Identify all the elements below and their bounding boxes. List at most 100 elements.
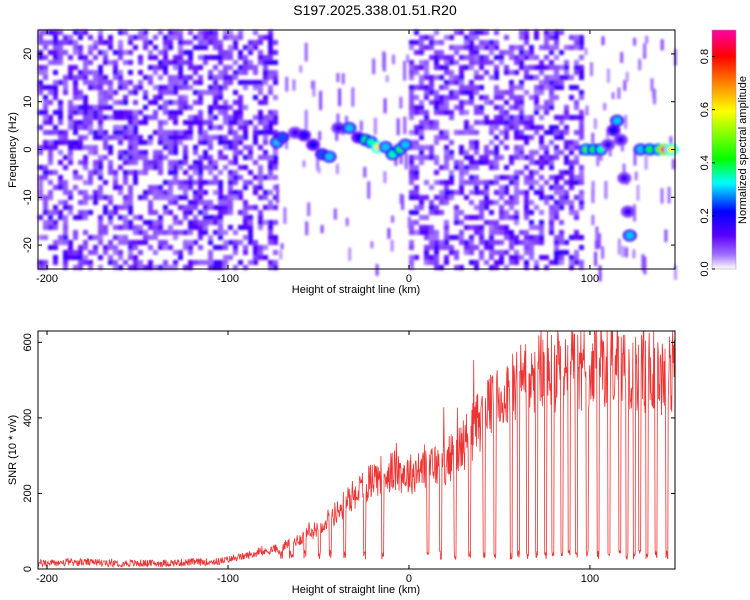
heatmap-cell — [534, 110, 539, 115]
heatmap-cell — [499, 210, 504, 215]
heatmap-cell — [258, 90, 263, 95]
heatmap-cell — [424, 120, 429, 125]
heatmap-cell — [118, 30, 123, 35]
heatmap-cell — [489, 255, 494, 260]
heatmap-cell — [58, 110, 63, 115]
heatmap-cell — [63, 50, 68, 55]
heatmap-cell — [529, 250, 534, 255]
heatmap-cell — [439, 105, 444, 110]
heatmap-cell — [83, 60, 88, 65]
heatmap-cell — [464, 130, 469, 135]
heatmap-cell — [63, 235, 68, 240]
heatmap-cell — [359, 120, 363, 132]
heatmap-cell — [143, 105, 148, 110]
heatmap-cell — [617, 238, 621, 255]
heatmap-cell — [133, 170, 138, 175]
heatmap-cell — [193, 190, 198, 195]
heatmap-cell — [58, 135, 63, 140]
heatmap-cell — [168, 100, 173, 105]
heatmap-cell — [218, 60, 223, 65]
heatmap-cell — [153, 100, 158, 105]
heatmap-cell — [474, 75, 479, 80]
heatmap-cell — [504, 235, 509, 240]
heatmap-cell — [590, 62, 593, 77]
heatmap-cell — [574, 85, 579, 90]
heatmap-cell — [604, 181, 608, 199]
heatmap-cell — [434, 240, 439, 245]
heatmap-cell — [243, 105, 248, 110]
heatmap-cell — [83, 100, 88, 105]
heatmap-cell — [529, 170, 534, 175]
y-tick-label: 600 — [22, 333, 34, 351]
colorbar-ticks: 0.00.20.40.60.8 — [699, 49, 715, 277]
heatmap-cell — [383, 98, 387, 114]
heatmap-cell — [118, 250, 123, 255]
heatmap-cell — [78, 75, 83, 80]
heatmap-cell — [193, 45, 198, 50]
heatmap-cell — [434, 250, 439, 255]
heatmap-cell — [203, 140, 208, 145]
heatmap-cell — [143, 265, 148, 270]
heatmap-cell — [593, 118, 597, 130]
heatmap-cell — [68, 55, 73, 60]
heatmap-cell — [474, 185, 479, 190]
heatmap-cell — [424, 155, 429, 160]
heatmap-cell — [183, 230, 188, 235]
heatmap-cell — [143, 90, 148, 95]
heatmap-cell — [579, 70, 584, 75]
heatmap-cell — [233, 170, 238, 175]
heatmap-cell — [434, 155, 439, 160]
heatmap-cell — [98, 160, 103, 165]
heatmap-cell — [93, 85, 98, 90]
heatmap-cell — [198, 80, 203, 85]
heatmap-cell — [63, 180, 68, 185]
heatmap-cell — [474, 30, 479, 35]
heatmap-cell — [183, 100, 188, 105]
heatmap-cell — [474, 55, 479, 60]
heatmap-cell — [98, 165, 103, 170]
heatmap-cell — [519, 45, 524, 50]
heatmap-cell — [409, 100, 414, 105]
heatmap-cell — [148, 235, 153, 240]
heatmap-cell — [534, 130, 539, 135]
heatmap-cell — [148, 135, 153, 140]
heatmap-cell — [158, 135, 163, 140]
heatmap-cell — [153, 115, 158, 120]
heatmap-cell — [534, 125, 539, 130]
heatmap-cell — [579, 95, 584, 100]
heatmap-cell — [103, 135, 108, 140]
heatmap-cell — [218, 225, 223, 230]
heatmap-cell — [178, 85, 183, 90]
heatmap-cell — [213, 100, 218, 105]
heatmap-cell — [123, 60, 128, 65]
heatmap-cell — [48, 130, 53, 135]
heatmap-cell — [569, 255, 574, 260]
colorbar-gradient — [712, 30, 736, 269]
heatmap-cell — [83, 145, 88, 150]
heatmap-cell — [188, 85, 193, 90]
heatmap-cell — [128, 225, 133, 230]
heatmap-cell — [148, 100, 153, 105]
heatmap-cell — [459, 145, 464, 150]
heatmap-cell — [208, 105, 213, 110]
heatmap-cell — [248, 215, 253, 220]
heatmap-cell — [544, 255, 549, 260]
heatmap-cell — [273, 205, 278, 210]
heatmap-cell — [499, 60, 504, 65]
heatmap-cell — [469, 260, 474, 265]
heatmap-cell — [479, 210, 484, 215]
heatmap-cell — [474, 105, 479, 110]
heatmap-cell — [569, 145, 574, 150]
heatmap-cell — [128, 265, 133, 270]
heatmap-cell — [48, 40, 53, 45]
heatmap-cell — [474, 165, 479, 170]
heatmap-cell — [158, 240, 163, 245]
heatmap-cell — [193, 220, 198, 225]
heatmap-cell — [68, 120, 73, 125]
heatmap-cell — [273, 80, 278, 85]
heatmap-cell — [434, 260, 439, 265]
heatmap-cell — [464, 225, 469, 230]
heatmap-cell — [98, 185, 103, 190]
heatmap-cell — [218, 205, 223, 210]
